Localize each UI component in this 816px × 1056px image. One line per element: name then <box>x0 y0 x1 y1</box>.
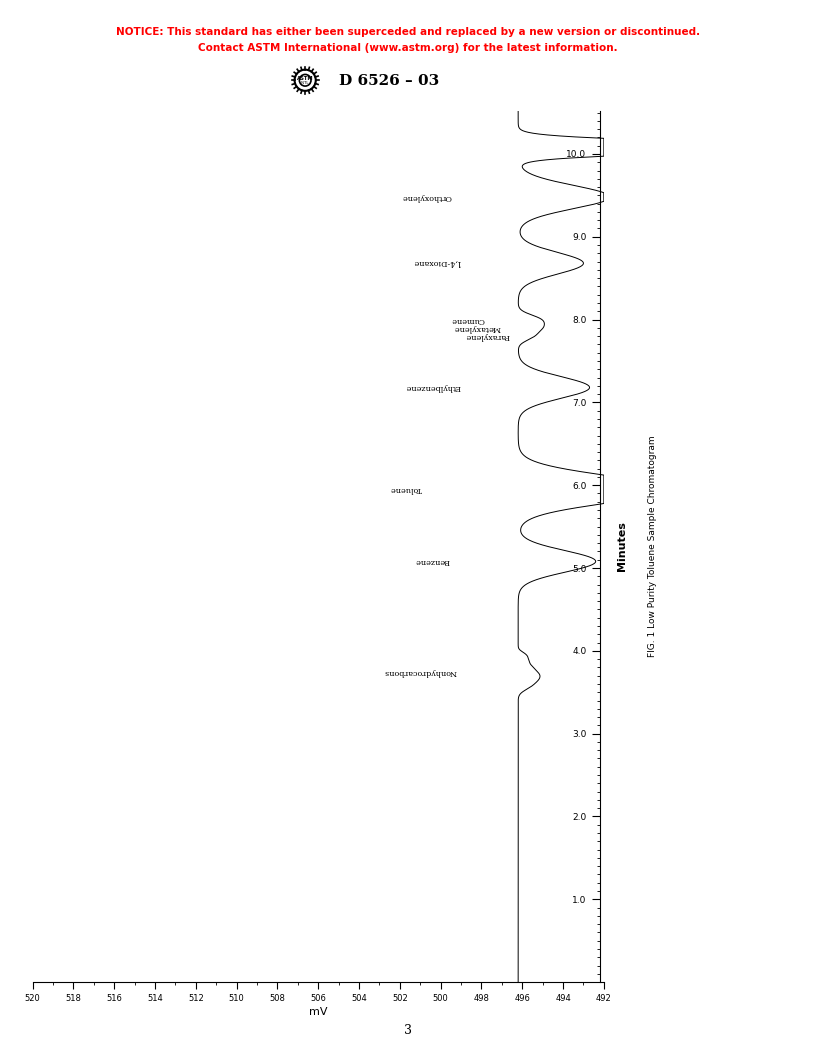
Text: Cumene: Cumene <box>450 316 484 323</box>
Text: 1,4-Dioxane: 1,4-Dioxane <box>412 260 461 267</box>
Text: Toluene: Toluene <box>390 486 422 493</box>
Text: ASTM: ASTM <box>297 76 313 81</box>
X-axis label: mV: mV <box>309 1007 327 1017</box>
Text: Metaxylene: Metaxylene <box>454 324 501 332</box>
Text: Contact ASTM International (www.astm.org) for the latest information.: Contact ASTM International (www.astm.org… <box>198 43 618 53</box>
Text: INTL: INTL <box>301 81 309 84</box>
Text: Benzene: Benzene <box>415 558 450 565</box>
Text: Orthoxylene: Orthoxylene <box>401 193 451 201</box>
Text: NOTICE: This standard has either been superceded and replaced by a new version o: NOTICE: This standard has either been su… <box>116 27 700 37</box>
Text: Paraxylene: Paraxylene <box>465 333 510 340</box>
Text: Nonhydrocarbons: Nonhydrocarbons <box>384 667 457 676</box>
Text: 3: 3 <box>404 1024 412 1037</box>
Text: Minutes: Minutes <box>617 521 627 571</box>
Text: FIG. 1 Low Purity Toluene Sample Chromatogram: FIG. 1 Low Purity Toluene Sample Chromat… <box>648 435 658 657</box>
Text: Ethylbenzene: Ethylbenzene <box>405 383 460 392</box>
Text: D 6526 – 03: D 6526 – 03 <box>339 74 439 89</box>
